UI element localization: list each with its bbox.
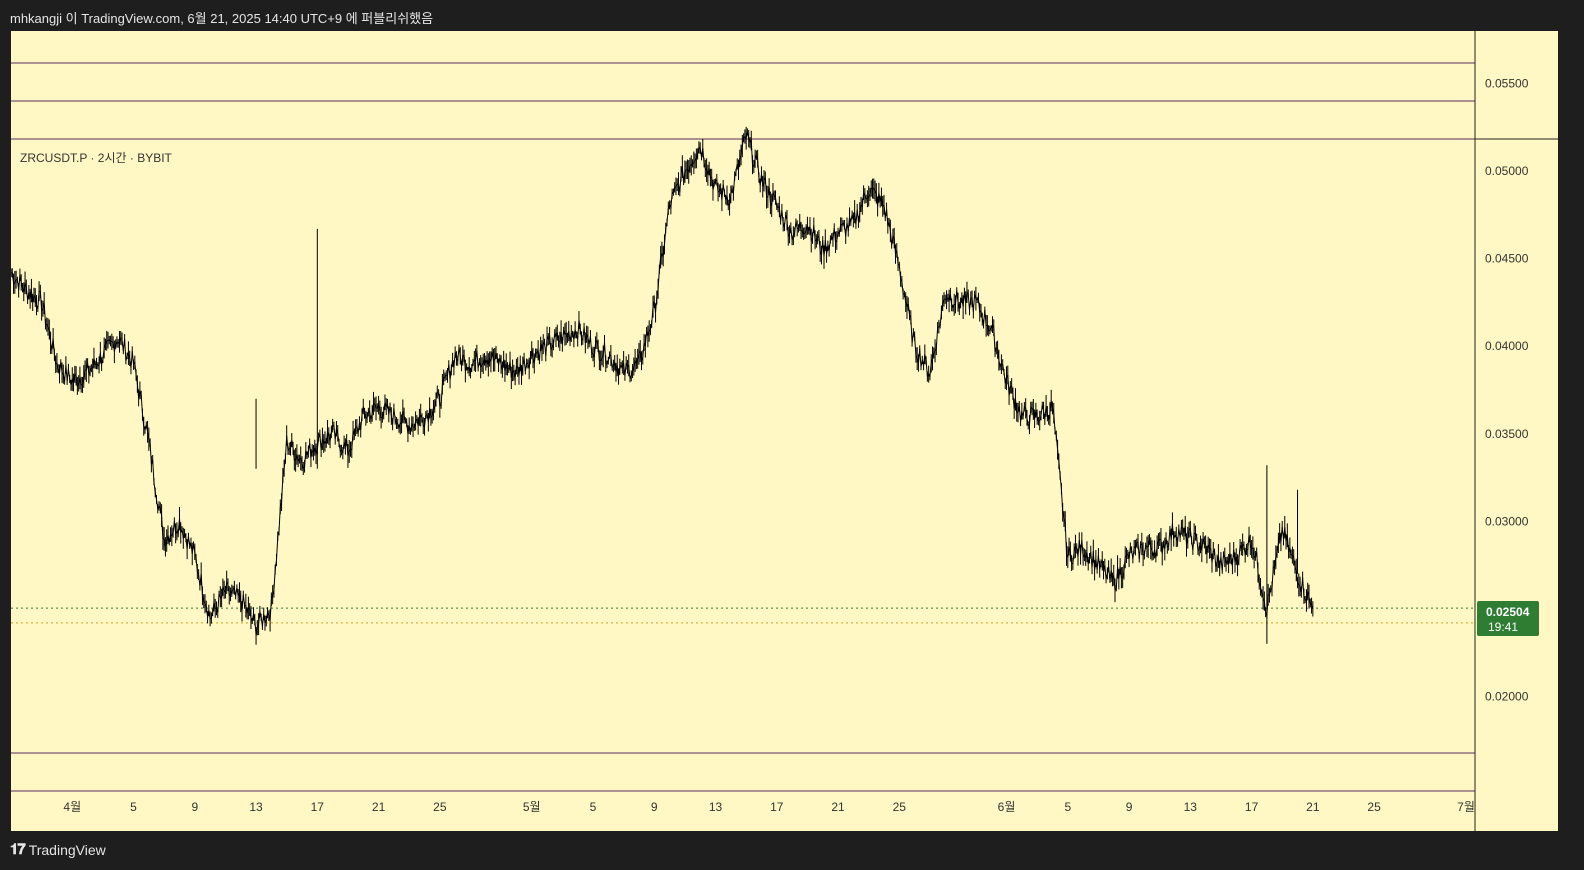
x-tick-label: 9	[191, 800, 198, 814]
x-axis: 4월 5 9 13 17 21 25 5월 5 9 13 17 21 25 6월 5 9 13 17 21 25 7월	[63, 800, 1474, 814]
x-tick-label: 7월	[1457, 800, 1475, 814]
x-tick-label: 25	[433, 800, 447, 814]
y-tick-label: 0.03000	[1485, 514, 1529, 528]
x-tick-label: 13	[709, 800, 723, 814]
y-tick-label: 0.04500	[1485, 252, 1529, 266]
y-tick-label: 0.03500	[1485, 427, 1529, 441]
price-series	[10, 126, 1314, 645]
x-tick-label: 5	[1064, 800, 1071, 814]
x-tick-label: 25	[1367, 800, 1381, 814]
x-tick-label: 13	[249, 800, 263, 814]
symbol-label: ZRCUSDT.P · 2시간 · BYBIT	[20, 151, 173, 165]
x-tick-label: 21	[831, 800, 845, 814]
current-price-value: 0.02504	[1486, 605, 1530, 619]
chart-area[interactable]: ZRCUSDT.P · 2시간 · BYBIT 0.05500 0.05000 0.…	[10, 31, 1558, 831]
x-tick-label: 17	[311, 800, 325, 814]
y-tick-label: 0.02000	[1485, 689, 1529, 703]
x-tick-label: 9	[651, 800, 658, 814]
footer-brand: TradingView	[28, 841, 106, 858]
frame-lines	[11, 31, 1558, 831]
price-tag-background	[1477, 601, 1539, 636]
x-tick-label: 6월	[998, 800, 1016, 814]
y-tick-label: 0.05000	[1485, 164, 1529, 178]
current-price-tag: 0.02504 19:41	[1477, 601, 1539, 636]
price-chart[interactable]: ZRCUSDT.P · 2시간 · BYBIT 0.055000.050000.…	[10, 31, 1558, 831]
x-tick-label: 21	[372, 800, 386, 814]
x-tick-label: 21	[1306, 800, 1320, 814]
price-countdown: 19:41	[1488, 620, 1518, 634]
x-tick-label: 17	[1245, 800, 1259, 814]
x-tick-label: 5	[590, 800, 597, 814]
tradingview-logo-icon: 𝟏𝟕	[10, 841, 26, 858]
x-tick-label: 5월	[523, 800, 541, 814]
y-tick-label: 0.05500	[1485, 77, 1529, 91]
x-tick-label: 25	[893, 800, 907, 814]
x-tick-label: 17	[770, 800, 784, 814]
x-tick-label: 9	[1126, 800, 1133, 814]
footer: 𝟏𝟕 TradingView	[10, 841, 106, 858]
x-tick-label: 13	[1184, 800, 1198, 814]
x-tick-label: 5	[130, 800, 137, 814]
publish-header: mhkangji 이 TradingView.com, 6월 21, 2025 …	[10, 11, 434, 26]
x-tick-label: 4월	[63, 800, 81, 814]
y-axis: 0.05500 0.05000 0.04500 0.04000 0.03500 0.030…	[1485, 77, 1529, 704]
price-lines	[11, 607, 1475, 624]
y-tick-label: 0.04000	[1485, 339, 1529, 353]
